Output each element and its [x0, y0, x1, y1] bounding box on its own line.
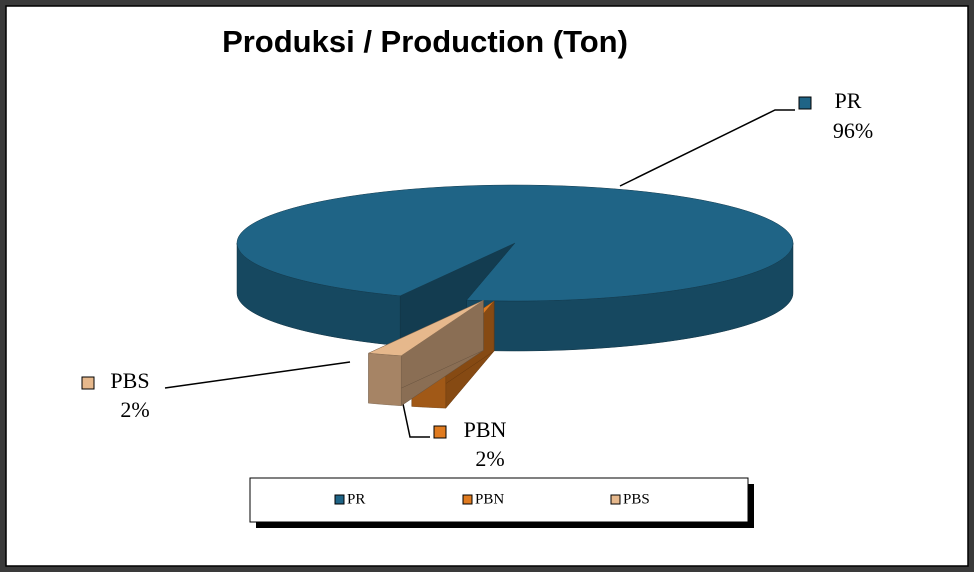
legend-label: PBS — [623, 491, 650, 507]
legend-swatch — [610, 494, 621, 505]
slice-top — [367, 300, 484, 357]
label-swatch — [81, 376, 95, 390]
legend-swatch — [462, 494, 473, 505]
data-label-name: PR — [835, 88, 862, 113]
leader-line — [619, 109, 795, 187]
leader-line — [164, 361, 351, 389]
legend-label: PBN — [475, 491, 504, 507]
data-label-value: 2% — [475, 446, 504, 471]
legend-label: PR — [347, 491, 365, 507]
legend — [249, 477, 749, 523]
pie-slice — [236, 184, 794, 352]
data-label-name: PBN — [464, 417, 507, 442]
label-swatch — [798, 96, 812, 110]
slice-top — [236, 184, 794, 302]
pie-slice — [367, 299, 484, 407]
data-label-value: 2% — [120, 397, 149, 422]
data-label-name: PBS — [110, 368, 149, 393]
pie — [236, 184, 794, 409]
data-label-value: 96% — [833, 118, 873, 143]
slice-side — [368, 352, 402, 407]
label-swatch — [433, 425, 447, 439]
chart-title: Produksi / Production (Ton) — [222, 24, 628, 59]
legend-swatch — [334, 494, 345, 505]
